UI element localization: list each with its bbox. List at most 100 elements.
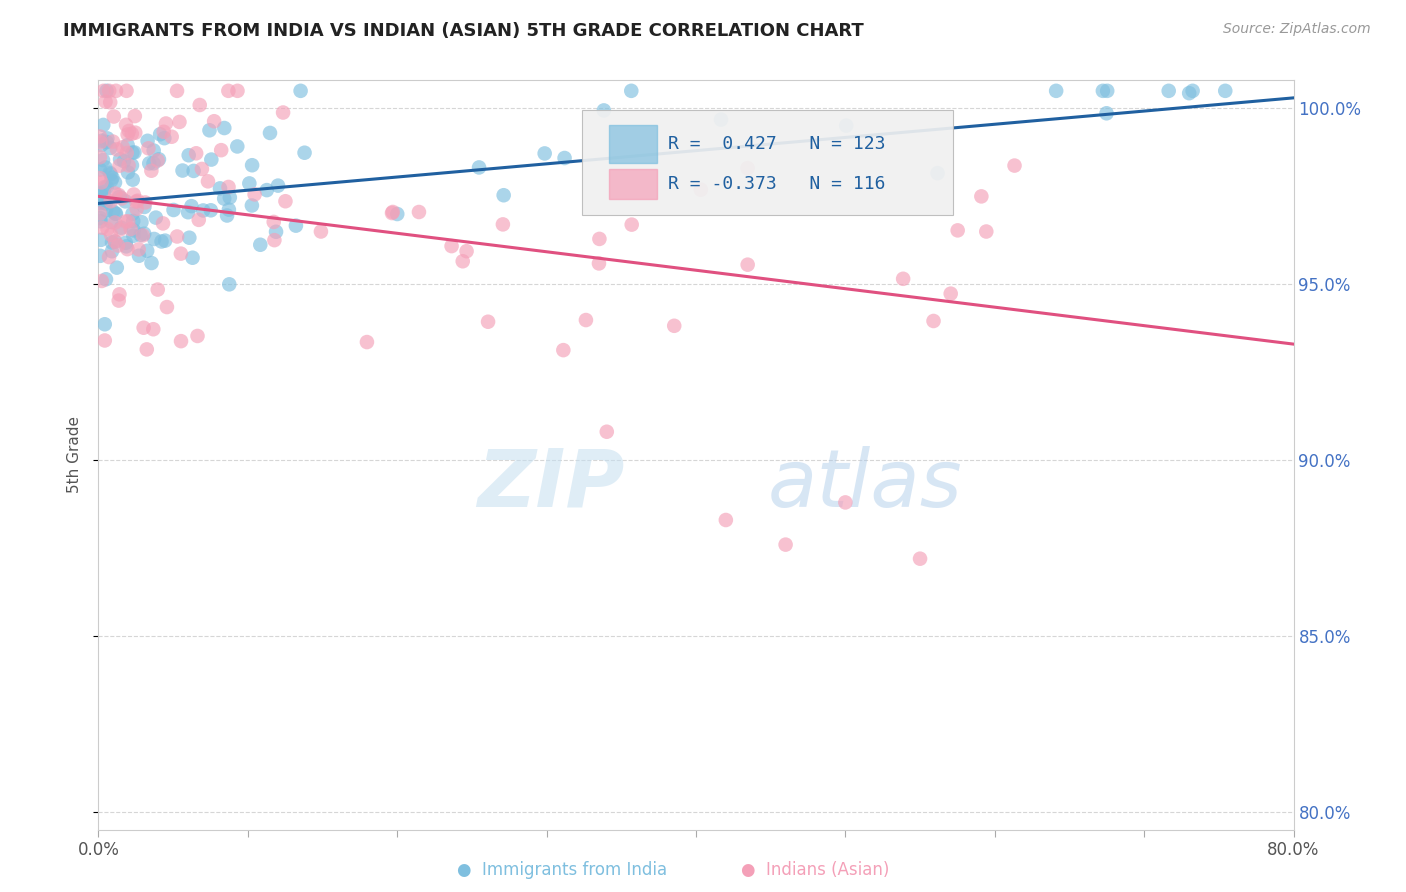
Point <box>737 161 759 176</box>
Point <box>94 95 117 109</box>
Point <box>156 300 179 314</box>
Point <box>134 195 156 210</box>
Point <box>104 186 127 201</box>
Point <box>98 84 121 98</box>
Point <box>198 123 221 137</box>
Point <box>218 180 240 194</box>
Point <box>90 188 112 202</box>
Point <box>90 138 112 153</box>
Text: ●  Immigrants from India: ● Immigrants from India <box>457 861 668 879</box>
Point <box>108 287 131 301</box>
Point <box>152 125 174 139</box>
Point <box>110 220 132 235</box>
Point <box>259 126 281 140</box>
Point <box>91 118 114 132</box>
Point <box>188 98 211 112</box>
Point <box>89 162 111 177</box>
Point <box>93 186 115 200</box>
Point <box>142 144 165 158</box>
Point <box>775 538 797 552</box>
Point <box>122 228 145 243</box>
Point <box>177 148 200 162</box>
Point <box>664 318 686 333</box>
Point <box>209 143 232 157</box>
Point <box>91 220 114 235</box>
Point <box>129 227 152 242</box>
Point <box>208 181 231 195</box>
Point <box>93 195 115 210</box>
Point <box>146 153 169 168</box>
Point <box>142 322 165 336</box>
Point <box>533 146 555 161</box>
Point <box>150 235 173 249</box>
Point <box>101 170 124 185</box>
Point <box>142 156 165 170</box>
Point <box>200 203 222 218</box>
Point <box>200 153 222 167</box>
Point <box>451 254 474 268</box>
Point <box>108 222 131 236</box>
Point <box>215 209 238 223</box>
Point <box>89 195 111 210</box>
Point <box>89 211 111 225</box>
Point <box>89 136 111 150</box>
Point <box>946 223 969 237</box>
Point <box>89 206 111 220</box>
Point <box>136 244 159 258</box>
Point <box>492 218 515 232</box>
Point <box>267 178 290 193</box>
Point <box>122 214 145 228</box>
Point <box>101 204 124 219</box>
Point <box>108 188 131 202</box>
Point <box>125 202 148 216</box>
Point <box>90 274 112 288</box>
Point <box>217 84 239 98</box>
Point <box>124 145 146 160</box>
Point <box>620 84 643 98</box>
Point <box>96 180 118 194</box>
Point <box>172 163 194 178</box>
Point <box>148 153 170 167</box>
Point <box>179 231 201 245</box>
Point <box>124 126 146 140</box>
Point <box>121 145 143 160</box>
Point <box>149 128 172 142</box>
Point <box>143 232 166 246</box>
Point <box>689 183 711 197</box>
Point <box>127 194 149 208</box>
Point <box>588 256 610 270</box>
Point <box>263 233 285 247</box>
Point <box>284 219 307 233</box>
Point <box>112 154 135 169</box>
Point <box>1095 106 1118 120</box>
Point <box>193 203 215 218</box>
Point <box>91 193 114 207</box>
Point <box>181 251 204 265</box>
Point <box>117 128 139 142</box>
Point <box>104 235 127 249</box>
Point <box>105 84 128 98</box>
Point <box>922 314 945 328</box>
Point <box>145 211 167 225</box>
Point <box>166 84 188 98</box>
Point <box>111 140 134 154</box>
Point <box>240 158 263 172</box>
Point <box>153 131 176 145</box>
Point <box>408 205 430 219</box>
Point <box>170 246 193 260</box>
Point <box>141 256 163 270</box>
Point <box>90 134 112 148</box>
Point <box>191 161 214 176</box>
Point <box>128 243 150 257</box>
Point <box>274 194 297 209</box>
Point <box>100 173 122 187</box>
Bar <box>609 125 657 162</box>
Point <box>970 189 993 203</box>
Point <box>107 293 129 308</box>
Point <box>90 233 112 247</box>
Point <box>477 315 499 329</box>
Point <box>138 141 160 155</box>
Point <box>94 334 117 348</box>
Point <box>114 214 136 228</box>
Point <box>104 235 127 249</box>
